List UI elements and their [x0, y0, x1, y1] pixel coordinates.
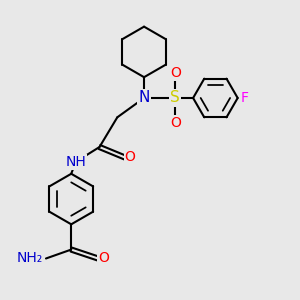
Text: F: F	[240, 91, 248, 105]
Text: N: N	[138, 91, 150, 106]
Text: O: O	[98, 251, 110, 266]
Text: O: O	[170, 116, 181, 130]
Text: NH: NH	[65, 155, 86, 169]
Text: O: O	[170, 66, 181, 80]
Text: NH₂: NH₂	[17, 251, 43, 266]
Text: O: O	[124, 150, 136, 164]
Text: S: S	[170, 91, 180, 106]
